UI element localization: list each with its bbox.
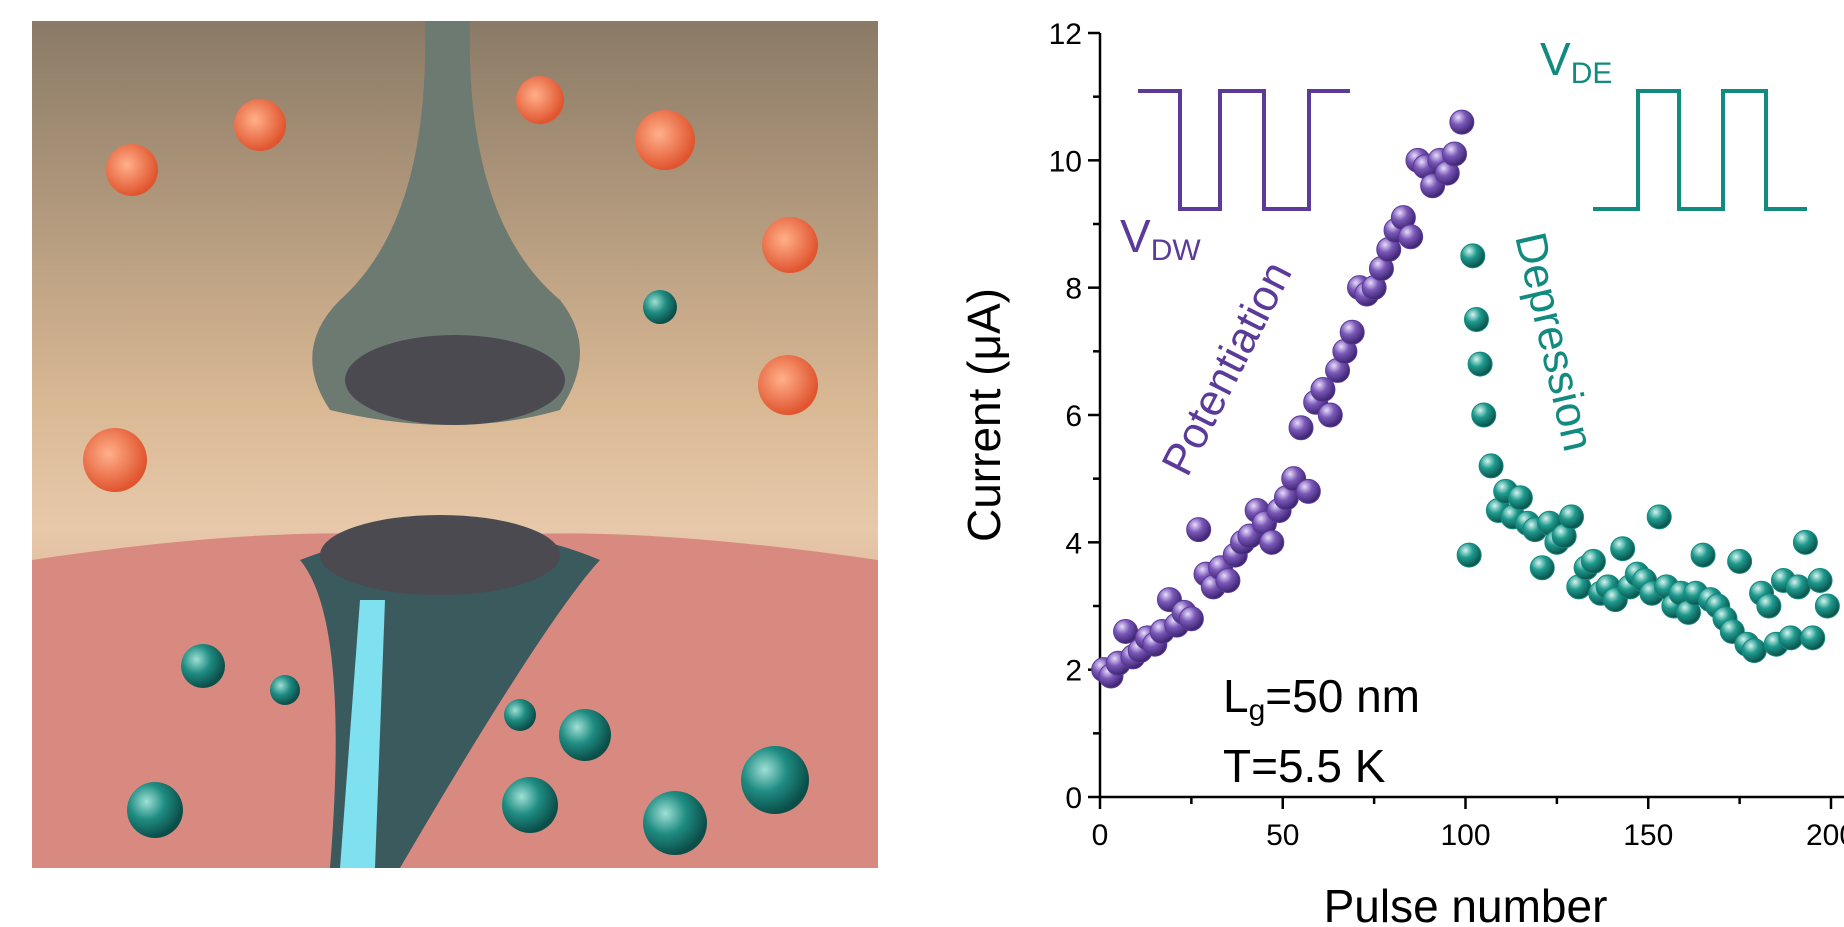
x-tick-label: 0 (1092, 819, 1109, 852)
y-axis-title: Current (μA) (958, 288, 1010, 542)
vesicle (643, 290, 677, 324)
data-point (1479, 454, 1503, 478)
x-tick-label: 50 (1266, 819, 1299, 852)
data-point (1779, 626, 1803, 650)
data-point (1399, 225, 1423, 249)
pulse-waveforms (1138, 91, 1807, 209)
data-point (1611, 537, 1635, 561)
data-point (1647, 505, 1671, 529)
data-point (1472, 403, 1496, 427)
figure: 0 2 4 6 8 10 12 0 50 100 150 200 Pulse number Current… (0, 0, 1844, 927)
series (1092, 110, 1474, 688)
potentiation-waveform (1138, 91, 1350, 209)
neuron-body (758, 355, 818, 415)
vesicle (741, 746, 809, 814)
data-point (1808, 569, 1832, 593)
y-tick-label: 8 (1065, 273, 1082, 306)
vesicle (504, 699, 536, 731)
data-point (1793, 530, 1817, 554)
data-point (1581, 549, 1605, 573)
data-point (1691, 543, 1715, 567)
vesicle (270, 675, 300, 705)
data-point (1296, 479, 1320, 503)
label-subscript: g (1249, 694, 1266, 727)
neuron-body (83, 428, 147, 492)
x-tick-label: 200 (1806, 819, 1844, 852)
series (1457, 244, 1839, 663)
data-point (1457, 543, 1481, 567)
annotation-depression: Depression (1505, 228, 1603, 456)
y-tick-label: 10 (1049, 145, 1082, 178)
neuron-body (762, 217, 818, 273)
synapse-illustration (32, 21, 878, 868)
annotation-vde: VDE (1540, 33, 1612, 90)
neuron-body (635, 110, 695, 170)
data-point (1318, 403, 1342, 427)
data-point (1464, 308, 1488, 332)
data-point (1815, 594, 1839, 618)
data-point (1801, 626, 1825, 650)
annotation-vdw: VDW (1120, 210, 1201, 267)
data-point (1559, 505, 1583, 529)
data-point (1461, 244, 1485, 268)
label-base: V (1120, 210, 1151, 262)
data-point (1742, 639, 1766, 663)
y-tick-label: 12 (1049, 18, 1082, 51)
data-point (1187, 518, 1211, 542)
vesicle (643, 791, 707, 855)
depression-waveform (1593, 91, 1807, 209)
label-base: V (1540, 33, 1571, 85)
label-subscript: DE (1571, 57, 1613, 90)
neuron-body (516, 76, 564, 124)
data-point (1443, 142, 1467, 166)
data-point (1289, 416, 1313, 440)
neuron-body (234, 99, 286, 151)
data-point (1468, 352, 1492, 376)
data-point (1216, 569, 1240, 593)
label-base: L (1223, 670, 1249, 722)
annotation-potentiation: Potentiation (1152, 254, 1301, 483)
data-point (1260, 530, 1284, 554)
data-point (1786, 575, 1810, 599)
vesicle (559, 709, 611, 761)
neuron-body (106, 144, 158, 196)
data-point (1179, 607, 1203, 631)
y-tick-label: 2 (1065, 655, 1082, 688)
vesicle (502, 777, 558, 833)
postsynaptic-terminal (320, 515, 560, 595)
y-tick-label: 0 (1065, 782, 1082, 815)
vesicle (181, 644, 225, 688)
x-axis-title: Pulse number (1324, 880, 1608, 927)
vesicle (127, 782, 183, 838)
data-point (1340, 320, 1364, 344)
annotation-temperature: T=5.5 K (1223, 740, 1386, 792)
label-subscript: DW (1151, 234, 1202, 267)
y-tick-label: 6 (1065, 400, 1082, 433)
label-rest: =50 nm (1265, 670, 1420, 722)
x-tick-label: 150 (1623, 819, 1673, 852)
data-point (1508, 486, 1532, 510)
data-point (1728, 549, 1752, 573)
y-tick-label: 4 (1065, 527, 1082, 560)
data-point (1450, 110, 1474, 134)
annotation-gate-length: Lg=50 nm (1223, 670, 1420, 727)
data-point (1530, 556, 1554, 580)
presynaptic-terminal (345, 335, 565, 425)
data-point (1757, 594, 1781, 618)
x-tick-label: 100 (1440, 819, 1490, 852)
